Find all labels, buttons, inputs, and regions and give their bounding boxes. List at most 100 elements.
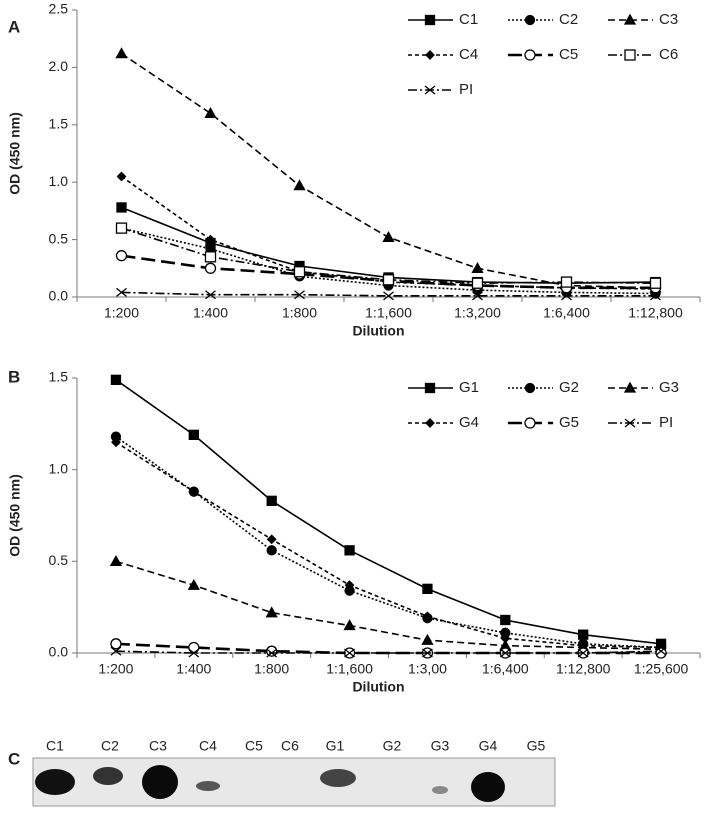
blot-band	[93, 767, 123, 785]
marker	[109, 554, 123, 566]
lane-label: C1	[46, 738, 64, 754]
series-line	[121, 52, 656, 289]
lane-label: C2	[101, 738, 119, 754]
marker	[111, 437, 121, 448]
marker	[344, 545, 355, 556]
x-tick-label: 1:800	[254, 661, 289, 677]
series-line	[115, 650, 662, 654]
lane-label: G1	[326, 738, 345, 754]
legend-marker	[524, 382, 536, 394]
marker	[204, 106, 217, 118]
marker	[655, 647, 667, 659]
marker	[266, 545, 277, 556]
marker	[115, 222, 128, 234]
y-axis-label: OD (450 nm)	[7, 474, 23, 556]
legend-marker	[624, 418, 636, 428]
marker	[204, 262, 217, 274]
y-tick-label: 0.0	[49, 644, 69, 660]
legend-label: G2	[559, 379, 579, 396]
blot-band	[471, 772, 505, 802]
marker	[422, 583, 433, 594]
legend-marker	[424, 85, 436, 95]
marker	[188, 648, 200, 658]
marker	[188, 429, 199, 440]
lane-label: G5	[527, 738, 546, 754]
legend-marker	[424, 382, 436, 394]
marker	[343, 619, 356, 631]
marker	[266, 645, 278, 657]
marker	[655, 646, 667, 656]
legend-label: G1	[459, 379, 479, 396]
legend-label: C5	[559, 46, 578, 63]
marker	[116, 171, 127, 182]
legend-marker	[624, 49, 636, 61]
y-tick-label: 1.0	[49, 460, 69, 476]
marker	[294, 290, 305, 300]
x-tick-label: 1:400	[176, 661, 211, 677]
legend-label: PI	[459, 81, 473, 98]
series-line	[115, 441, 662, 649]
marker	[421, 633, 434, 645]
marker	[110, 638, 122, 650]
lane-label: C6	[281, 738, 299, 754]
legend-label: G3	[659, 379, 679, 396]
marker	[115, 250, 128, 262]
marker	[188, 486, 199, 497]
legend-label: C2	[559, 11, 578, 28]
series-line	[115, 560, 662, 651]
blot-band	[196, 781, 220, 791]
marker	[471, 277, 484, 289]
x-tick-label: 1:200	[98, 661, 133, 677]
lane-label: G4	[479, 738, 498, 754]
y-tick-label: 1.0	[49, 173, 69, 189]
marker	[205, 234, 216, 245]
legend-marker	[524, 417, 536, 429]
legend-marker	[623, 381, 637, 393]
marker	[344, 580, 355, 591]
marker	[344, 648, 355, 658]
marker	[205, 290, 216, 300]
panel-label: C	[8, 749, 20, 768]
marker	[500, 614, 511, 626]
marker	[115, 47, 128, 59]
legend-label: C6	[659, 46, 678, 63]
y-tick-label: 1.5	[49, 369, 69, 385]
marker	[266, 534, 277, 545]
series-line	[115, 379, 662, 645]
blot-band	[320, 769, 356, 787]
marker	[266, 648, 278, 658]
x-tick-label: 1:1,600	[365, 305, 412, 321]
x-tick-label: 1:6,400	[482, 661, 529, 677]
legend-label: PI	[659, 414, 673, 431]
y-tick-label: 2.5	[49, 1, 69, 17]
x-tick-label: 1:25,600	[634, 661, 689, 677]
panel-label: B	[8, 367, 20, 386]
marker	[110, 646, 122, 656]
marker	[561, 291, 572, 301]
x-tick-label: 1:12,800	[556, 661, 611, 677]
lane-label: G2	[383, 738, 402, 754]
y-tick-label: 0.5	[49, 230, 69, 246]
blot-band	[142, 765, 178, 799]
series-line	[115, 436, 662, 649]
marker	[266, 495, 277, 506]
y-tick-label: 0.0	[49, 288, 69, 304]
legend-label: C1	[459, 11, 478, 28]
legend-marker	[425, 418, 435, 428]
legend-label: G4	[459, 414, 479, 431]
marker	[649, 277, 662, 289]
x-tick-label: 1:800	[282, 305, 317, 321]
legend-marker	[424, 14, 436, 26]
x-axis-label: Dilution	[352, 323, 404, 339]
y-axis-label: OD (450 nm)	[7, 112, 23, 194]
legend-marker	[623, 13, 637, 25]
marker	[560, 276, 573, 288]
marker	[472, 291, 483, 301]
panel-label: A	[8, 17, 20, 36]
marker	[382, 230, 395, 242]
marker	[650, 291, 661, 301]
lane-label: C4	[199, 738, 217, 754]
legend-label: C4	[459, 46, 478, 63]
marker	[110, 374, 122, 385]
